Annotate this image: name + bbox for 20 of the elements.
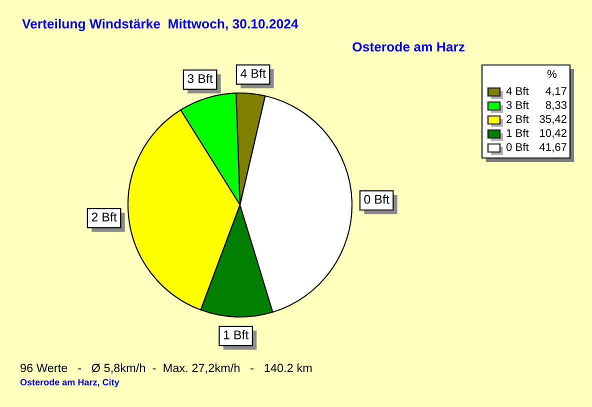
legend-title: %: [547, 70, 557, 78]
text: 96 Werte - Ø 5,8km/h - Max. 27,2km/h - 140.2 km: [20, 363, 312, 374]
legend-label: 0 Bft: [506, 142, 529, 151]
legend-label: 1 Bft: [506, 128, 529, 137]
data-label: 4,17: [546, 87, 566, 96]
slice-label: 3 Bft: [188, 74, 213, 84]
legend-label: 3 Bft: [506, 100, 529, 109]
legend-label: 4 Bft: [506, 86, 529, 95]
slice-label: 4 Bft: [240, 68, 266, 78]
chart-title: Verteilung Windstärke Mittwoch, 30.10.2024: [22, 18, 298, 32]
chart-subtitle: Osterode am Harz: [352, 42, 465, 52]
data-label: 10,42: [540, 129, 566, 138]
text: Osterode am Harz, City: [20, 378, 120, 388]
data-label: 35,42: [540, 115, 566, 124]
slice-label: 2 Bft: [92, 212, 117, 222]
slice-label: 0 Bft: [364, 194, 390, 204]
data-label: 8,33: [546, 101, 567, 110]
slice-label: 1 Bft: [224, 330, 249, 340]
legend-label: 2 Bft: [506, 114, 529, 123]
data-label: 41,67: [539, 143, 566, 152]
